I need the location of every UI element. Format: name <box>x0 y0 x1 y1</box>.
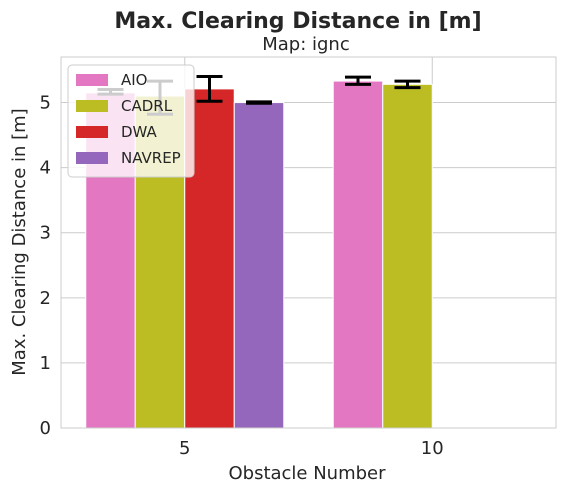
bar <box>233 102 285 429</box>
chart-subtitle: Map: ignc <box>262 34 350 55</box>
legend-swatch <box>76 100 108 112</box>
legend-swatch <box>76 152 108 164</box>
error-bar <box>196 75 223 103</box>
error-bar <box>394 79 421 90</box>
legend-swatch <box>76 126 108 138</box>
y-tick-label: 2 <box>40 288 51 309</box>
x-axis-ticks: 5 10 <box>179 438 444 459</box>
chart-title: Max. Clearing Distance in [m] <box>114 9 481 34</box>
y-tick-label: 4 <box>40 158 51 179</box>
legend-label: AIO <box>121 71 148 89</box>
y-axis-ticks: 0 1 2 3 4 5 <box>40 93 51 439</box>
y-tick-label: 3 <box>40 223 51 244</box>
y-tick-label: 5 <box>40 93 51 114</box>
legend-label: NAVREP <box>121 149 181 167</box>
y-tick-label: 1 <box>40 353 51 374</box>
bar <box>382 83 433 429</box>
legend-label: CADRL <box>121 97 173 115</box>
x-tick-label: 10 <box>421 438 444 459</box>
x-tick-label: 5 <box>179 438 190 459</box>
error-bar <box>246 100 272 105</box>
legend: AIO CADRL DWA NAVREP <box>67 64 195 178</box>
legend-swatch <box>76 74 108 86</box>
legend-frame <box>67 64 195 178</box>
legend-label: DWA <box>121 123 158 141</box>
error-bar <box>345 75 371 86</box>
y-axis-label: Max. Clearing Distance in [m] <box>9 108 30 375</box>
y-tick-label: 0 <box>40 418 51 439</box>
bar <box>332 80 384 429</box>
x-axis-label: Obstacle Number <box>228 463 386 484</box>
plot-frame <box>60 56 557 429</box>
